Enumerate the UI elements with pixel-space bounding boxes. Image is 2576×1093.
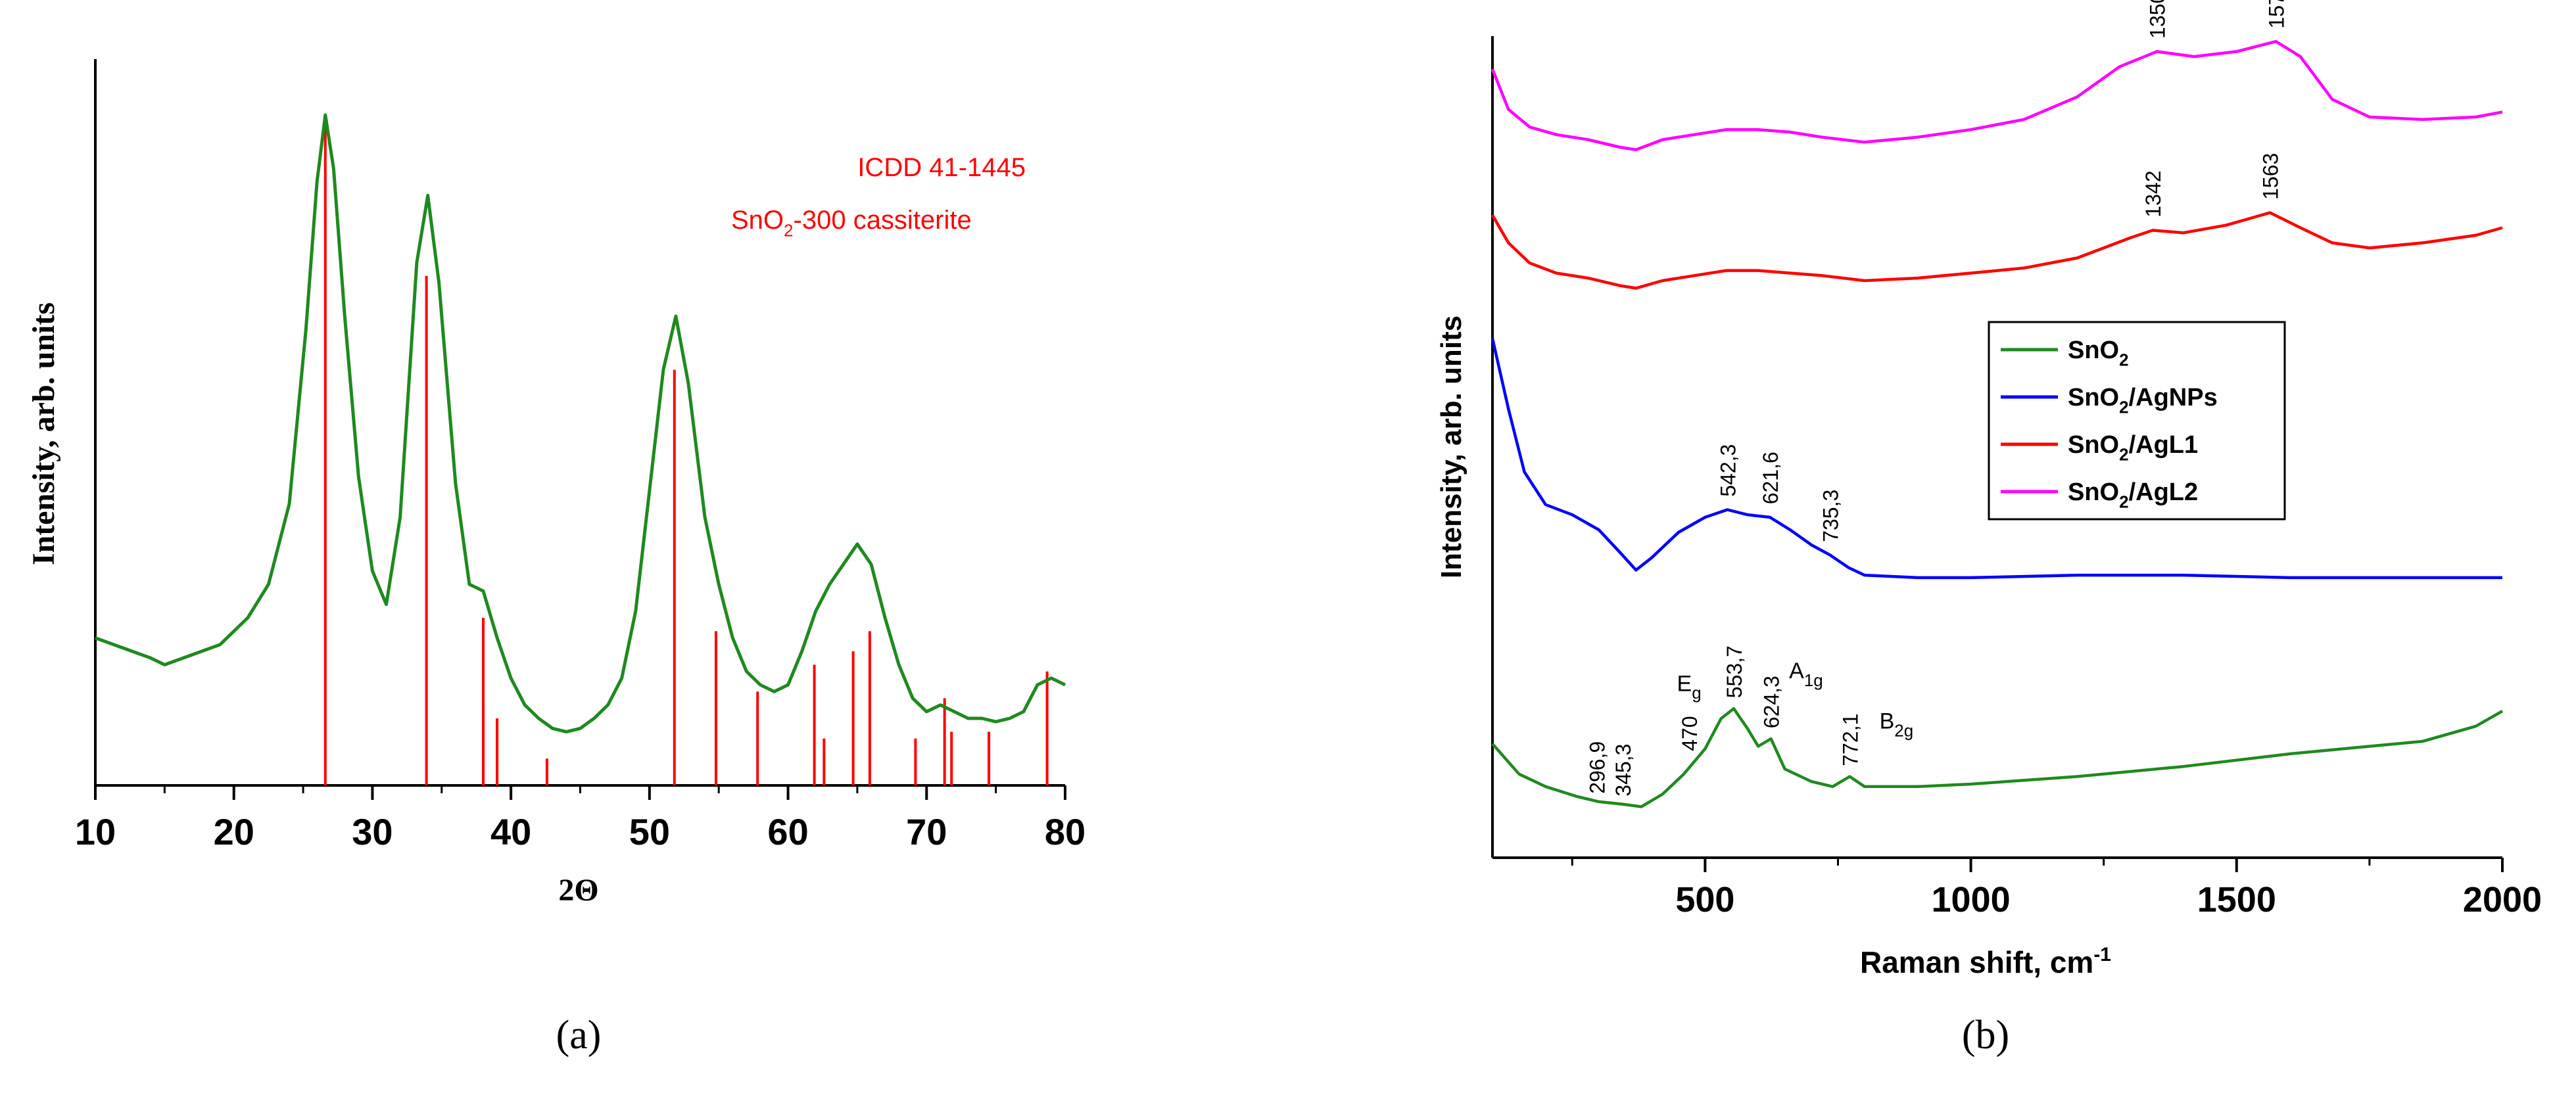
raman-series-line-0 <box>1491 707 2504 808</box>
peak-label: 624,3 <box>1760 676 1784 728</box>
peak-label: 1350 <box>2146 0 2170 39</box>
x-tick-label-a: 40 <box>490 811 531 852</box>
raman-series-line-1 <box>1491 338 2502 580</box>
annotation-cassiterite: SnO2-300 cassiterite <box>731 206 972 241</box>
peak-label: 1563 <box>2259 153 2283 200</box>
x-tick-label-a: 80 <box>1045 811 1085 852</box>
legend-entry: SnO2 <box>2068 337 2129 370</box>
panel-label-a: (a) <box>556 1013 602 1058</box>
raman-series-line-2 <box>1491 211 2503 290</box>
y-axis-label-a: Intensity, arb. units <box>26 302 61 565</box>
peak-label: 772,1 <box>1838 714 1862 766</box>
x-tick-label-a: 10 <box>75 811 116 852</box>
x-tick-label-b: 500 <box>1675 880 1734 919</box>
panel-b-raman-chart: 500 1000 1500 2000 296,9 345,3 470 553,7 624,3 77… <box>1435 0 2542 1058</box>
legend-entry: SnO2/AgNPs <box>2068 384 2218 417</box>
legend-entry: SnO2/AgL1 <box>2068 431 2198 465</box>
peak-label: 470 <box>1678 716 1702 751</box>
peak-label: 296,9 <box>1586 741 1610 794</box>
x-tick-label-b: 1000 <box>1932 880 2011 919</box>
peak-label: 1573,9 <box>2265 0 2289 29</box>
x-tick-label-a: 50 <box>629 811 670 852</box>
annotation-icdd: ICDD 41-1445 <box>857 153 1026 182</box>
legend-box <box>1988 321 2286 521</box>
panel-a-xrd-chart: 10 20 30 40 50 60 70 80 ICDD 41-1445 SnO2-300 cas… <box>26 59 1085 1058</box>
peak-label: 553,7 <box>1723 645 1746 698</box>
mode-label: Eg <box>1677 671 1702 703</box>
peak-label: 621,6 <box>1759 452 1782 504</box>
raman-series-line-3 <box>1491 39 2503 152</box>
peak-label: 542,3 <box>1716 444 1740 497</box>
legend-entry: SnO2/AgL2 <box>2068 478 2198 512</box>
mode-label: A1g <box>1789 659 1823 690</box>
x-axis-label-b: Raman shift, cm-1 <box>1860 944 2111 979</box>
x-tick-label-a: 30 <box>352 811 393 852</box>
legend: SnO2 SnO2/AgNPs SnO2/AgL1 SnO2/AgL2 <box>1988 321 2286 521</box>
x-tick-label-b: 1500 <box>2197 880 2276 919</box>
xrd-series-line <box>95 113 1066 733</box>
y-axis-label-b: Intensity, arb. units <box>1435 315 1467 578</box>
mode-label: B2g <box>1880 709 1914 741</box>
x-tick-label-a: 70 <box>906 811 947 852</box>
peak-label: 1342 <box>2141 171 2165 218</box>
x-tick-label-b: 2000 <box>2463 880 2542 919</box>
panel-label-b: (b) <box>1962 1013 2009 1058</box>
peak-label: 735,3 <box>1819 490 1842 542</box>
x-axis-label-a: 2Θ <box>558 873 598 908</box>
x-tick-label-a: 60 <box>767 811 808 852</box>
peak-label: 345,3 <box>1611 744 1635 797</box>
x-tick-label-a: 20 <box>214 811 254 852</box>
